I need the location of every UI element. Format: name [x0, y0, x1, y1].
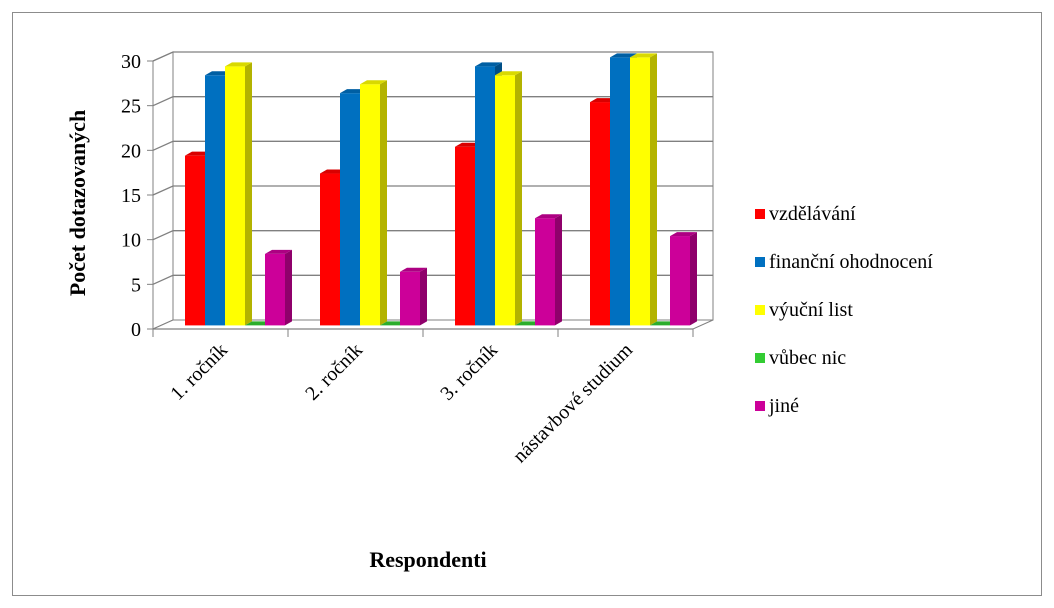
- bars: [185, 53, 697, 326]
- legend-item: vzdělávání: [755, 203, 856, 225]
- y-axis-ticks: 0 5 10 15 20 25 30: [121, 51, 153, 341]
- bar-chart: 0 5 10 15 20 25 30 1. ročník 2. ročník 3. ročník…: [65, 51, 933, 572]
- bar: [535, 214, 562, 326]
- legend-label: jiné: [768, 395, 799, 417]
- legend-label: finanční ohodnocení: [769, 251, 933, 273]
- y-tick-label: 0: [131, 319, 141, 341]
- legend-item: jiné: [755, 395, 799, 417]
- gridline: [152, 51, 713, 62]
- x-category-label: 2. ročník: [301, 339, 367, 405]
- legend-swatch: [755, 257, 765, 267]
- y-tick-label: 20: [121, 140, 141, 162]
- bar: [400, 267, 427, 326]
- legend-swatch: [755, 401, 765, 411]
- x-axis: [152, 328, 694, 337]
- bar: [225, 62, 252, 326]
- legend-item: výuční list: [755, 299, 853, 321]
- bar: [630, 53, 657, 326]
- gridline: [152, 274, 713, 285]
- bar: [265, 249, 292, 326]
- legend-label: vzdělávání: [769, 203, 856, 225]
- gridline: [152, 96, 713, 107]
- legend-swatch: [755, 209, 765, 219]
- gridline: [152, 140, 713, 151]
- legend-item: vůbec nic: [755, 347, 846, 369]
- y-tick-label: 30: [121, 51, 141, 73]
- y-tick-label: 10: [121, 230, 141, 252]
- legend-item: finanční ohodnocení: [755, 251, 933, 273]
- x-category-label: nástavbové studium: [509, 339, 638, 468]
- legend-label: výuční list: [769, 299, 853, 321]
- gridline: [152, 230, 713, 241]
- y-tick-label: 5: [131, 274, 141, 296]
- chart-frame: 0 5 10 15 20 25 30 1. ročník 2. ročník 3. ročník…: [12, 12, 1042, 596]
- bar: [495, 71, 522, 326]
- bar: [360, 80, 387, 326]
- x-axis-categories: 1. ročník 2. ročník 3. ročník nástavbové st…: [166, 339, 637, 468]
- y-tick-label: 25: [121, 96, 141, 118]
- x-category-label: 3. ročník: [436, 339, 502, 405]
- bar: [670, 232, 697, 326]
- y-axis-title: Počet dotazovaných: [65, 110, 90, 296]
- gridline: [152, 185, 713, 196]
- legend-swatch: [755, 353, 765, 363]
- x-category-label: 1. ročník: [166, 339, 232, 405]
- legend-swatch: [755, 305, 765, 315]
- legend: vzdělávání finanční ohodnocení výuční list…: [755, 203, 933, 417]
- gridlines: [152, 51, 713, 285]
- x-axis-title: Respondenti: [369, 547, 486, 572]
- y-tick-label: 15: [121, 185, 141, 207]
- legend-label: vůbec nic: [769, 347, 846, 369]
